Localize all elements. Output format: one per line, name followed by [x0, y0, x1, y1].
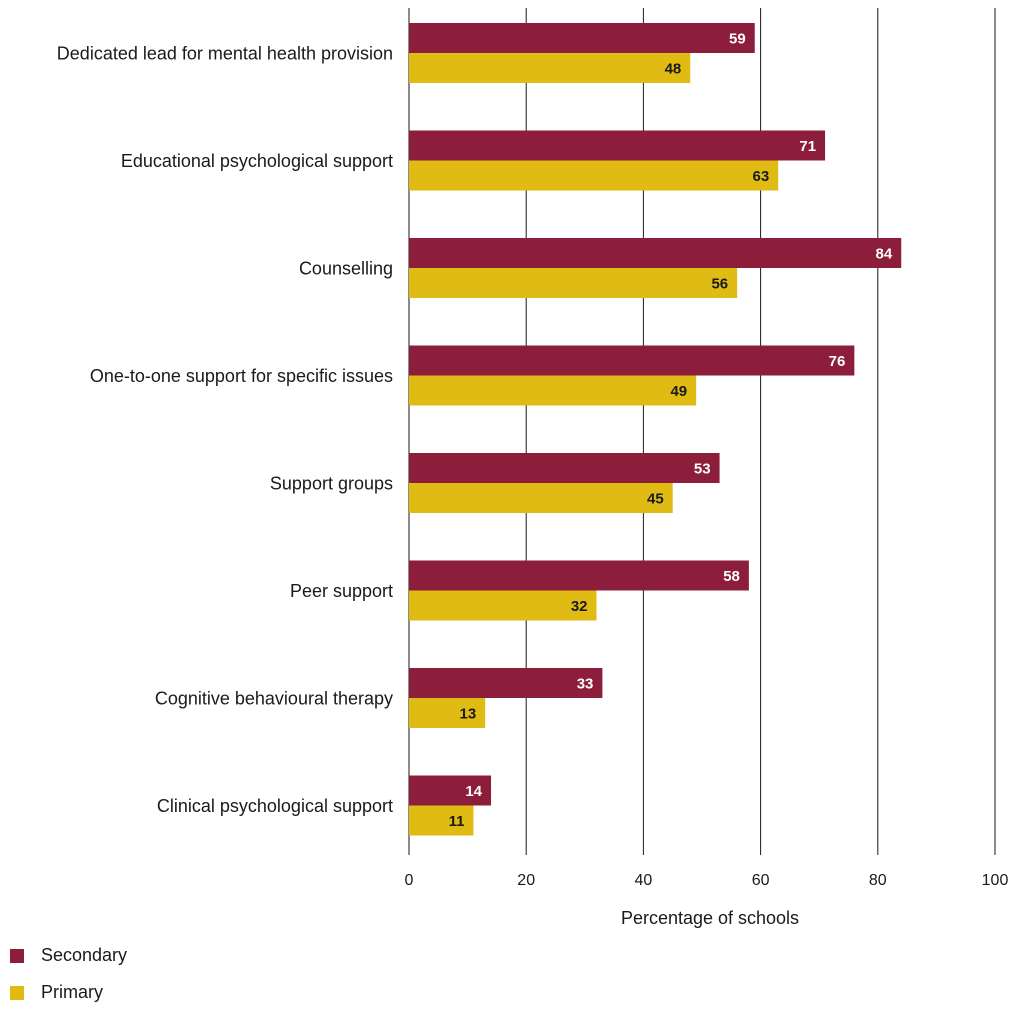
data-label-secondary: 84: [876, 246, 893, 263]
data-label-primary: 11: [449, 813, 465, 830]
bar-primary: [409, 375, 697, 406]
bar-secondary: [409, 668, 603, 698]
legend-item-secondary: Secondary: [10, 943, 127, 968]
legend-label-secondary: Secondary: [41, 945, 128, 965]
bar-secondary: [409, 345, 855, 376]
data-label-secondary: 58: [723, 568, 740, 585]
bar-primary: [409, 53, 691, 83]
legend-swatch-secondary: [10, 948, 24, 963]
data-label-secondary: 71: [799, 138, 816, 155]
bar-primary: [409, 590, 597, 621]
data-label-secondary: 53: [694, 461, 711, 478]
x-tick-label: 40: [635, 872, 653, 889]
legend-item-primary: Primary: [10, 980, 127, 1005]
bar-secondary: [409, 130, 826, 161]
data-label-secondary: 76: [829, 353, 846, 370]
category-label: Counselling: [299, 259, 393, 279]
data-label-primary: 56: [711, 276, 728, 293]
data-label-primary: 45: [647, 491, 664, 508]
labels: 0 20 40 60 80 100 59 48 Dedicated lead for menta…: [57, 31, 1009, 890]
legend-label-primary: Primary: [41, 982, 103, 1002]
data-label-primary: 32: [571, 598, 588, 615]
data-label-primary: 13: [459, 706, 476, 723]
legend-swatch-primary: [10, 985, 24, 1000]
x-tick-label: 80: [869, 872, 887, 889]
data-label-secondary: 33: [577, 676, 594, 693]
bars: [409, 23, 902, 836]
x-axis-title: Percentage of schools: [621, 908, 799, 928]
category-label: Educational psychological support: [121, 151, 393, 171]
x-tick-label: 60: [752, 872, 770, 889]
data-label-primary: 48: [665, 61, 682, 78]
bar-secondary: [409, 560, 749, 591]
category-label: Cognitive behavioural therapy: [155, 689, 393, 709]
data-label-secondary: 14: [465, 783, 482, 800]
bar-primary: [409, 698, 486, 728]
category-label: Peer support: [290, 581, 393, 601]
bar-secondary: [409, 238, 902, 268]
bar-primary: [409, 268, 738, 298]
bar-primary: [409, 483, 673, 513]
category-label: Support groups: [270, 474, 393, 494]
x-tick-label: 20: [517, 872, 535, 889]
bar-secondary: [409, 23, 755, 53]
category-label: Clinical psychological support: [157, 796, 393, 816]
bar-secondary: [409, 453, 720, 483]
category-label: One-to-one support for specific issues: [90, 366, 393, 386]
bar-secondary: [409, 775, 492, 806]
x-tick-label: 0: [405, 872, 414, 889]
legend: Secondary Primary: [10, 943, 127, 1017]
bar-chart-svg: 0 20 40 60 80 100 59 48 Dedicated lead for menta…: [57, 8, 1009, 928]
data-label-primary: 63: [752, 168, 769, 185]
bar-primary: [409, 160, 779, 191]
category-label: Dedicated lead for mental health provisi…: [57, 44, 393, 64]
bar-primary: [409, 805, 474, 836]
data-label-primary: 49: [670, 383, 687, 400]
data-label-secondary: 59: [729, 31, 746, 48]
x-tick-label: 100: [982, 872, 1009, 889]
